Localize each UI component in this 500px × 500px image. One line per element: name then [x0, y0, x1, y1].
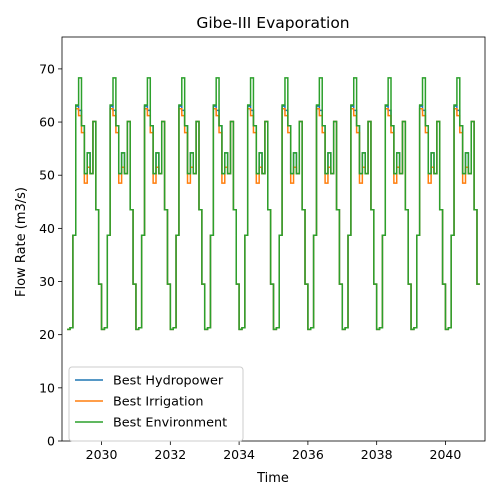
y-tick-label: 30: [39, 274, 55, 289]
legend-label: Best Irrigation: [113, 395, 204, 410]
y-tick-label: 0: [47, 434, 55, 449]
x-tick-label: 2034: [223, 447, 255, 462]
y-tick-label: 40: [39, 221, 55, 236]
y-tick-label: 20: [39, 327, 55, 342]
x-tick-label: 2040: [430, 447, 462, 462]
x-tick-label: 2032: [154, 447, 186, 462]
series-line-best-environment: [67, 77, 480, 331]
x-tick-label: 2036: [292, 447, 324, 462]
plot-area: [67, 77, 480, 331]
legend-label: Best Environment: [113, 416, 227, 431]
chart-title: Gibe-III Evaporation: [196, 14, 349, 32]
axes-frame: [61, 36, 486, 442]
y-tick-label: 60: [39, 115, 55, 130]
series-lines: [67, 77, 480, 331]
y-tick-label: 50: [39, 168, 55, 183]
y-axis-label: Flow Rate (m3/s): [14, 187, 29, 297]
y-tick-label: 10: [39, 380, 55, 395]
x-axis-label: Time: [256, 471, 289, 486]
x-tick-label: 2030: [86, 447, 118, 462]
legend-label: Best Hydropower: [113, 374, 224, 389]
legend: Best Hydropower Best Irrigation Best Envir…: [68, 366, 244, 442]
legend-box: [68, 366, 244, 442]
x-tick-label: 2038: [361, 447, 393, 462]
y-tick-label: 70: [39, 61, 55, 76]
